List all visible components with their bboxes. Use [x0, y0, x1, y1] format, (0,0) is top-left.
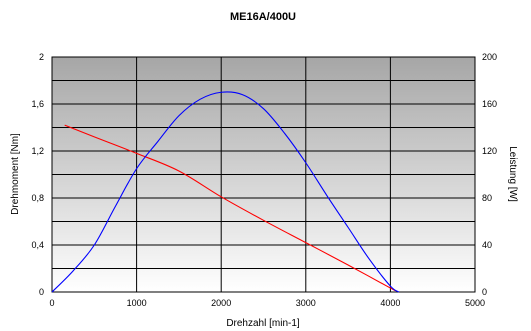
x-tick-label: 0	[49, 298, 54, 308]
y-right-tick-label: 120	[482, 146, 497, 156]
y-right-tick-label: 160	[482, 99, 497, 109]
y-left-tick-label: 1,2	[31, 146, 44, 156]
y-left-tick-label: 0,8	[31, 193, 44, 203]
series-line-drehmoment	[64, 124, 396, 292]
chart-title: ME16A/400U	[230, 11, 296, 23]
y-axis-right-label: Leistung [W]	[507, 146, 518, 202]
x-tick-labels: 0 1000 2000 3000 4000 5000	[49, 298, 485, 308]
x-tick-label: 5000	[465, 298, 485, 308]
y-left-tick-label: 0	[39, 287, 44, 297]
y-axis-left-label: Drehmoment [Nm]	[10, 133, 21, 215]
y-right-tick-label: 200	[482, 52, 497, 62]
x-tick-label: 3000	[296, 298, 316, 308]
grid	[52, 57, 475, 292]
x-axis-label: Drehzahl [min-1]	[226, 318, 300, 329]
series-line-leistung	[51, 91, 400, 293]
y-right-tick-label: 80	[482, 193, 492, 203]
y-left-tick-label: 0,4	[31, 240, 44, 250]
series-group	[51, 91, 400, 293]
plot-border	[51, 56, 476, 293]
y-left-tick-label: 2	[39, 52, 44, 62]
x-tick-label: 1000	[127, 298, 147, 308]
y-right-tick-label: 40	[482, 240, 492, 250]
y-right-tick-labels: 0 40 80 120 160 200	[482, 52, 497, 297]
x-tick-label: 4000	[380, 298, 400, 308]
y-right-tick-label: 0	[482, 287, 487, 297]
y-left-tick-label: 1,6	[31, 99, 44, 109]
y-left-tick-labels: 0 0,4 0,8 1,2 1,6 2	[31, 52, 44, 297]
x-tick-label: 2000	[211, 298, 231, 308]
